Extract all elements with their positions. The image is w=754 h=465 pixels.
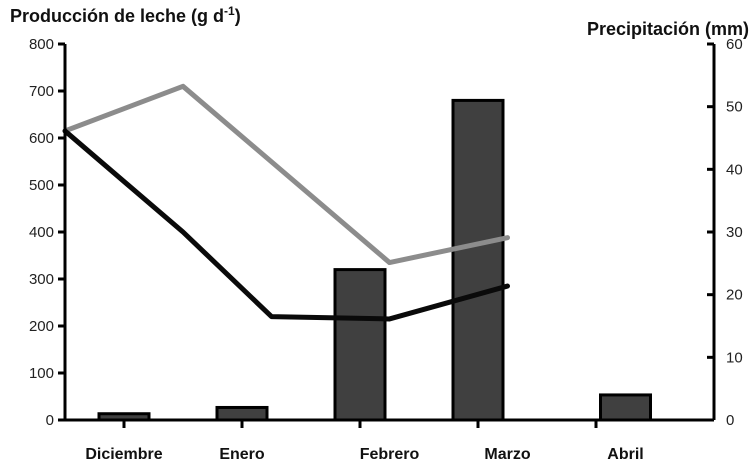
right-axis-title: Precipitación (mm) <box>587 19 749 39</box>
left-axis-title: Producción de leche (g d-1) <box>10 4 241 26</box>
milk-line-1 <box>62 83 510 266</box>
left-tick-label: 800 <box>29 36 54 53</box>
left-tick-label: 100 <box>29 365 54 382</box>
precipitation-bar-marzo <box>451 98 505 422</box>
left-tick-label: 700 <box>29 83 54 100</box>
right-tick-label: 50 <box>726 99 743 116</box>
axes <box>58 42 716 428</box>
precipitation-bars <box>97 98 652 422</box>
category-label-diciembre: Diciembre <box>85 446 162 463</box>
milk-line-2 <box>62 128 510 322</box>
right-tick-label: 0 <box>726 412 734 429</box>
category-label-febrero: Febrero <box>360 446 420 463</box>
precipitation-bar-enero <box>215 405 269 422</box>
left-tick-label: 200 <box>29 318 54 335</box>
precipitation-bar-febrero <box>333 268 387 422</box>
milk-lines <box>62 83 510 322</box>
left-tick-label: 600 <box>29 130 54 147</box>
right-tick-label: 10 <box>726 349 743 366</box>
tick-labels: 0 100 200 300 400 500 600 700 800 0 10 20 30 40 50 60 Di… <box>29 36 743 463</box>
left-tick-label: 400 <box>29 224 54 241</box>
right-tick-label: 30 <box>726 224 743 241</box>
left-tick-label: 0 <box>46 412 54 429</box>
category-label-enero: Enero <box>219 446 265 463</box>
right-tick-label: 40 <box>726 161 743 178</box>
left-tick-label: 500 <box>29 177 54 194</box>
right-tick-label: 20 <box>726 287 743 304</box>
category-label-marzo: Marzo <box>484 446 530 463</box>
category-label-abril: Abril <box>607 446 643 463</box>
precipitation-bar-abril <box>599 393 652 422</box>
right-tick-label: 60 <box>726 36 743 53</box>
left-tick-label: 300 <box>29 271 54 288</box>
